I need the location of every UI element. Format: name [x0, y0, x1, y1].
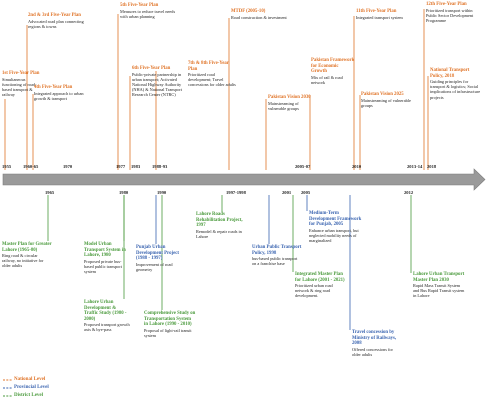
event-description: Road construction & investment: [231, 14, 287, 20]
event-description: Proposed transport growth axis & bye-pas…: [84, 322, 130, 333]
event-title: 1st Five-Year Plan: [2, 71, 40, 76]
year-label: 1997-1998: [226, 190, 246, 195]
national-connectors: [4, 9, 429, 170]
national-event: Pakistan Vision 2025 Mainstreaming of vu…: [361, 92, 417, 108]
year-label: 2005-07: [295, 164, 311, 169]
event-title: National Transport Policy, 2018: [430, 68, 470, 79]
event-title: Lahore Urban Transport Master Plan 2030: [413, 272, 465, 283]
event-description: bus-based public transport on a franchis…: [252, 256, 298, 267]
event-description: Simultaneous functioning of road-based t…: [2, 76, 37, 97]
legend-provincial: Provincial Level: [14, 384, 49, 390]
district-event: Master Plan for Greater Lahore (1965-80)…: [2, 242, 52, 269]
event-description: Prioritized road development; Travel con…: [188, 72, 236, 88]
national-event: 7th & 8th Five-Year Plan Prioritized roa…: [188, 61, 238, 88]
district-event: Lahore Urban Development & Traffic Study…: [84, 300, 130, 332]
national-event: 5th Five-Year Plan Measures to reduce tr…: [120, 3, 182, 19]
year-label: 1990: [157, 190, 167, 195]
national-event: 11th Five-Year Plan Integrated transport…: [356, 9, 412, 20]
event-description: Rapid Mass Transit System and Bus Rapid …: [413, 283, 465, 299]
district-connectors: [47, 195, 412, 310]
event-title: Pakistan Vision 2030: [268, 95, 311, 100]
event-description: Guiding principles for transport & logis…: [430, 79, 481, 100]
provincial-event: Urban Public Transport Policy, 1998 bus-…: [252, 245, 302, 266]
year-label: 2001: [282, 190, 292, 195]
national-event: 6th Five-Year Plan Public-private partne…: [132, 66, 188, 97]
event-description: Improvement of road geometry: [136, 261, 173, 272]
event-title: 2nd & 3rd Five-Year Plan: [28, 13, 81, 18]
event-description: Integrated transport system: [356, 14, 403, 20]
national-event: 12th Five-Year Plan Prioritized transpor…: [426, 2, 484, 23]
national-event: National Transport Policy, 2018 Guiding …: [430, 68, 484, 100]
year-label: 1970: [63, 164, 73, 169]
event-title: Lahore Urban Development & Traffic Study…: [84, 300, 127, 322]
event-title: Integrated Master Plan for Lahore (2001 …: [295, 272, 345, 283]
event-title: Travel concession by Ministry of Railway…: [352, 330, 397, 347]
timeline-arrow: [2, 168, 486, 191]
event-title: Lahore Roads Rehabilitation Project, 199…: [196, 212, 243, 229]
year-label: 1980: [119, 190, 129, 195]
year-label: 1977: [116, 164, 126, 169]
event-title: Model Urban Transport System in Lahore, …: [84, 242, 126, 259]
event-description: Mainstreaming of vulnerable groups: [361, 97, 411, 108]
district-event: Comprehensive Study on Transportation Sy…: [144, 311, 196, 338]
district-event: Integrated Master Plan for Lahore (2001 …: [295, 272, 347, 299]
event-description: Public-private partnership in urban tran…: [132, 71, 183, 98]
event-title: 4th Five-Year Plan: [34, 85, 73, 90]
event-description: Prioritized urban road network & ring ro…: [295, 283, 333, 299]
event-title: 12th Five-Year Plan: [426, 2, 467, 7]
event-title: Medium-Term Development Framework for Pu…: [309, 211, 362, 228]
district-event: Lahore Roads Rehabilitation Project, 199…: [196, 212, 252, 239]
event-description: Measures to reduce travel needs with urb…: [120, 8, 176, 19]
provincial-event: Punjab Urban Development Project (1988 -…: [136, 245, 186, 272]
year-label: 2013-14: [407, 164, 423, 169]
event-title: MTDF (2005-10): [231, 9, 266, 14]
legend-district: District Level: [14, 392, 44, 398]
year-label: 1955: [2, 164, 12, 169]
year-label: 1983: [131, 164, 141, 169]
event-title: 6th Five-Year Plan: [132, 66, 171, 71]
district-event: Model Urban Transport System in Lahore, …: [84, 242, 130, 274]
national-event: 4th Five-Year Plan Integrated approach t…: [34, 85, 88, 101]
event-title: 7th & 8th Five-Year Plan: [188, 61, 229, 72]
event-description: Offered concessions for older adults: [352, 346, 393, 357]
event-description: Remodel & repair roads in Lahore: [196, 228, 242, 239]
event-title: 11th Five-Year Plan: [356, 9, 397, 14]
provincial-event: Travel concession by Ministry of Railway…: [352, 330, 402, 357]
event-title: Comprehensive Study on Transportation Sy…: [144, 311, 196, 328]
year-label: 2005: [301, 190, 311, 195]
national-event: Pakistan Framework for Economic Growth M…: [311, 58, 355, 85]
event-description: Enhance urban transport, but neglected m…: [309, 227, 359, 243]
legend-national: National Level: [14, 377, 46, 382]
event-title: Master Plan for Greater Lahore (1965-80): [2, 242, 52, 253]
event-title: Pakistan Framework for Economic Growth: [311, 58, 355, 75]
event-description: Proposal of light-rail transit system: [144, 327, 192, 338]
event-description: Mix of rail & road network: [311, 74, 343, 85]
event-description: Mainstreaming of vulnerable groups: [268, 100, 299, 111]
district-event: Lahore Urban Transport Master Plan 2030 …: [413, 272, 467, 299]
event-description: Integrated approach to urban growth & tr…: [34, 90, 84, 101]
year-label: 2012: [404, 190, 414, 195]
event-title: Punjab Urban Development Project (1988 -…: [136, 245, 179, 262]
year-label: 1960-65: [23, 164, 39, 169]
legend: National Level Provincial Level District…: [3, 376, 49, 399]
year-label: 2018: [427, 164, 437, 169]
national-event: Pakistan Vision 2030 Mainstreaming of vu…: [268, 95, 312, 111]
national-event: 2nd & 3rd Five-Year Plan Advocated road …: [28, 13, 86, 29]
event-description: Prioritized transport within Public Sect…: [426, 7, 474, 23]
event-description: Proposed private bus-based public transp…: [84, 258, 122, 274]
national-event: 1st Five-Year Plan Simultaneous function…: [2, 71, 46, 97]
event-title: 5th Five-Year Plan: [120, 3, 159, 8]
year-label: 2010: [352, 164, 362, 169]
year-label: 1965: [45, 190, 55, 195]
event-title: Urban Public Transport Policy, 1998: [252, 245, 302, 256]
year-label: 1988-93: [152, 164, 168, 169]
provincial-event: Medium-Term Development Framework for Pu…: [309, 211, 365, 243]
event-description: Advocated road plan connecting regions &…: [28, 18, 84, 29]
event-description: Ring road & circular railway, no initiat…: [2, 253, 44, 269]
national-event: MTDF (2005-10) Road construction & inves…: [231, 9, 289, 20]
provincial-connectors: [155, 195, 351, 330]
event-title: Pakistan Vision 2025: [361, 92, 404, 97]
